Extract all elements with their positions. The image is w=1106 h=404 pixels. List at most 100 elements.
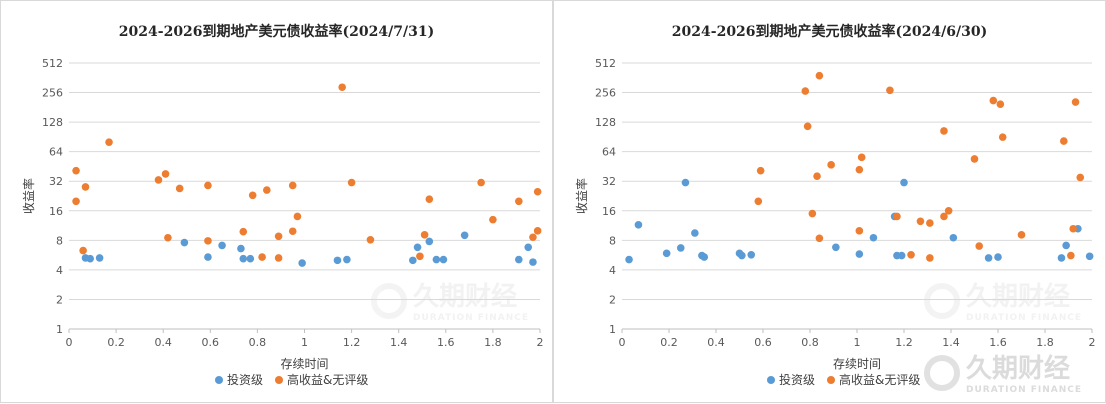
data-point-investment-grade — [439, 255, 448, 264]
watermark-brand: 久期财经 — [966, 281, 1070, 312]
data-point-high-yield — [944, 206, 953, 215]
data-point-high-yield — [204, 181, 212, 190]
y-tick-label: 256 — [595, 87, 616, 100]
data-point-investment-grade — [897, 251, 906, 260]
data-point-high-yield — [916, 217, 925, 226]
watermark-subtitle: DURATION FINANCE — [966, 385, 1082, 395]
data-point-high-yield — [175, 184, 184, 193]
data-point-high-yield — [258, 253, 266, 261]
data-point-high-yield — [857, 153, 866, 162]
x-tick-label: 1.8 — [1036, 336, 1054, 349]
watermark-subtitle: DURATION FINANCE — [966, 313, 1082, 323]
data-point-investment-grade — [900, 178, 908, 187]
data-point-high-yield — [926, 219, 934, 227]
data-point-high-yield — [477, 178, 485, 187]
data-point-high-yield — [204, 237, 212, 245]
y-tick-label: 16 — [602, 205, 616, 218]
data-point-high-yield — [416, 252, 424, 261]
data-point-investment-grade — [984, 254, 993, 262]
y-tick-label: 64 — [602, 146, 616, 159]
data-point-high-yield — [366, 236, 375, 244]
data-point-high-yield — [813, 172, 821, 180]
chart-title: 2024-2026到期地产美元债收益率(2024/7/31) — [118, 24, 435, 40]
data-point-investment-grade — [409, 256, 417, 265]
watermark-brand: 久期财经 — [966, 353, 1070, 384]
data-point-investment-grade — [333, 256, 342, 265]
legend-marker — [275, 376, 283, 384]
data-point-investment-grade — [239, 254, 248, 263]
data-point-high-yield — [970, 155, 979, 163]
legend-marker — [215, 376, 223, 384]
y-tick-label: 8 — [56, 234, 63, 247]
data-point-investment-grade — [869, 233, 878, 242]
legend-label: 高收益&无评级 — [839, 372, 920, 387]
x-tick-label: 1.6 — [437, 336, 455, 349]
x-tick-label: 1.8 — [484, 336, 502, 349]
data-point-high-yield — [886, 86, 894, 95]
x-tick-label: 1.2 — [895, 336, 913, 349]
data-point-high-yield — [815, 71, 824, 80]
data-point-high-yield — [940, 127, 948, 135]
data-point-investment-grade — [95, 254, 104, 262]
data-point-high-yield — [79, 246, 87, 255]
x-tick-label: 2 — [537, 336, 544, 349]
data-point-investment-grade — [460, 231, 469, 240]
data-point-high-yield — [855, 165, 864, 174]
y-axis-title: 收益率 — [21, 178, 36, 214]
data-point-high-yield — [1071, 98, 1080, 106]
x-tick-label: 0 — [619, 336, 626, 349]
y-tick-label: 1 — [56, 323, 63, 336]
data-point-investment-grade — [681, 178, 690, 187]
data-point-high-yield — [164, 233, 172, 242]
data-point-investment-grade — [662, 249, 671, 258]
data-point-investment-grade — [625, 255, 633, 264]
y-tick-label: 2 — [609, 293, 616, 306]
data-point-high-yield — [338, 83, 346, 92]
data-point-investment-grade — [246, 254, 255, 263]
data-point-investment-grade — [86, 254, 94, 263]
y-tick-label: 128 — [42, 116, 63, 129]
data-point-high-yield — [288, 181, 297, 190]
data-point-investment-grade — [747, 250, 756, 259]
data-point-investment-grade — [691, 229, 699, 237]
data-point-high-yield — [425, 195, 434, 203]
data-point-investment-grade — [949, 233, 958, 242]
data-point-high-yield — [288, 227, 297, 236]
x-tick-label: 0 — [66, 336, 73, 349]
data-point-high-yield — [515, 197, 523, 206]
data-point-high-yield — [827, 161, 835, 169]
x-tick-label: 1.6 — [989, 336, 1007, 349]
data-point-high-yield — [105, 138, 113, 146]
data-point-investment-grade — [218, 241, 226, 250]
data-point-high-yield — [754, 197, 763, 206]
legend-label: 投资级 — [779, 372, 815, 387]
watermark-icon — [924, 355, 960, 391]
data-point-high-yield — [274, 254, 283, 262]
data-point-high-yield — [293, 212, 302, 221]
chart-panel-left: 2024-2026到期地产美元债收益率(2024/7/31) 久期财经 DURAT… — [0, 0, 553, 403]
y-tick-label: 1 — [609, 323, 616, 336]
x-tick-label: 0.4 — [707, 336, 725, 349]
data-point-high-yield — [529, 233, 537, 242]
data-point-high-yield — [161, 170, 170, 178]
data-point-high-yield — [1060, 137, 1068, 145]
chart-title: 2024-2026到期地产美元债收益率(2024/6/30) — [671, 24, 988, 40]
x-axis-title: 存续时间 — [833, 357, 881, 371]
watermark-brand: 久期财经 — [413, 281, 517, 312]
data-point-investment-grade — [180, 238, 189, 247]
y-tick-label: 8 — [609, 234, 616, 247]
data-point-investment-grade — [1085, 252, 1094, 261]
data-point-high-yield — [815, 234, 824, 243]
data-point-high-yield — [803, 122, 812, 131]
y-tick-label: 4 — [56, 264, 63, 277]
data-point-high-yield — [533, 227, 542, 235]
y-tick-label: 2 — [56, 293, 63, 306]
data-point-high-yield — [72, 166, 80, 175]
data-point-high-yield — [81, 183, 90, 191]
data-point-high-yield — [347, 178, 356, 187]
y-axis-title: 收益率 — [574, 178, 589, 214]
x-tick-label: 0.6 — [754, 336, 772, 349]
x-tick-label: 1.2 — [343, 336, 361, 349]
